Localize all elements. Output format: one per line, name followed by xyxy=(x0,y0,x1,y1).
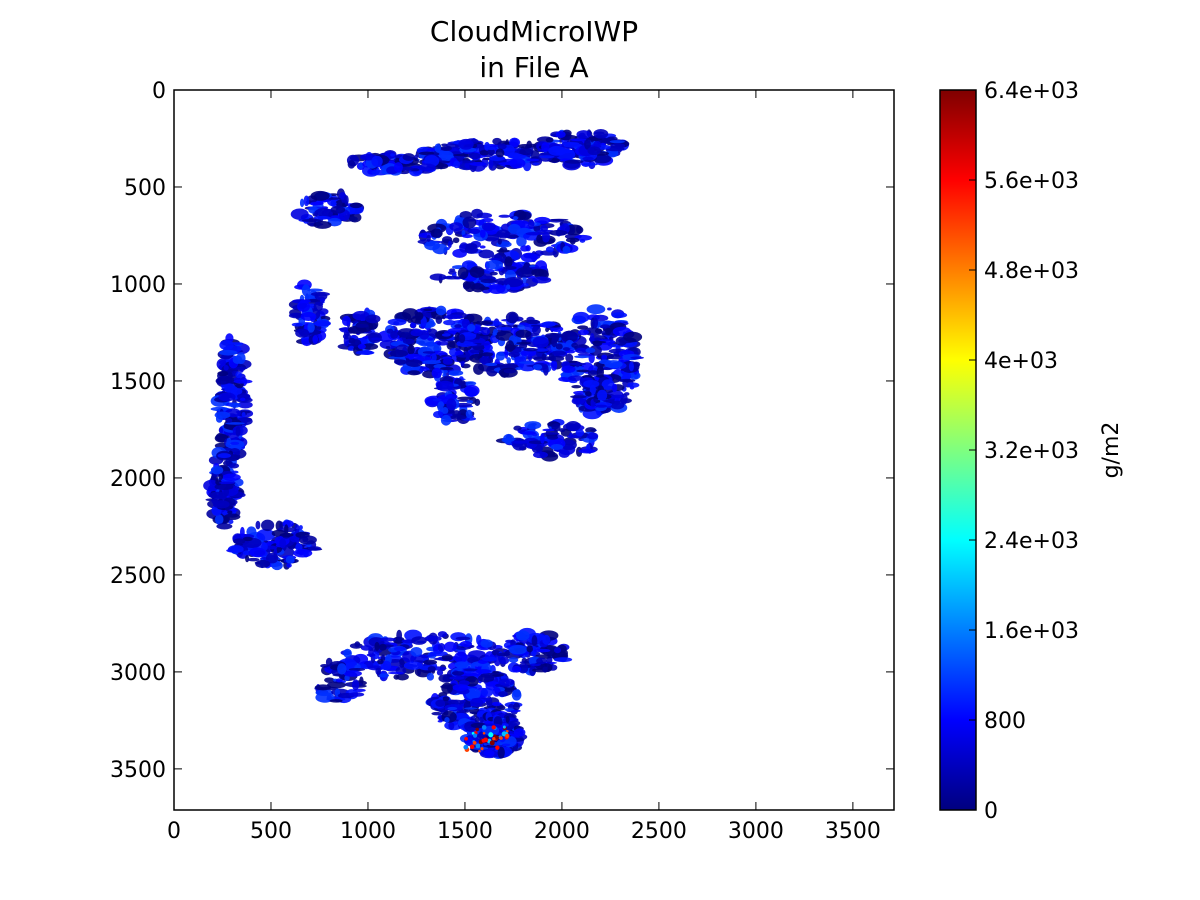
y-axis: 0 500 1000 1500 2000 2500 3000 3500 xyxy=(110,79,894,783)
colorbar-label: g/m2 xyxy=(1099,422,1124,479)
x-tick-label: 0 xyxy=(167,819,181,844)
x-tick-label: 1000 xyxy=(340,819,396,844)
y-tick-label: 500 xyxy=(124,176,166,201)
colorbar-tick-label: 800 xyxy=(984,709,1026,734)
y-tick-label: 2500 xyxy=(110,564,166,589)
colorbar-tick-label: 3.2e+03 xyxy=(984,439,1079,464)
y-tick-label: 3500 xyxy=(110,758,166,783)
x-tick-label: 2000 xyxy=(534,819,590,844)
chart-title-line-1: CloudMicroIWP xyxy=(429,15,639,48)
x-axis: 0 500 1000 1500 2000 2500 3000 3500 xyxy=(167,90,881,844)
colorbar-ticks: 0 800 1.6e+03 2.4e+03 3.2e+03 4e+03 4.8e+03 5.6… xyxy=(969,79,1079,824)
colorbar-tick-label: 2.4e+03 xyxy=(984,529,1079,554)
colorbar-tick-label: 6.4e+03 xyxy=(984,79,1079,104)
colorbar-tick-label: 5.6e+03 xyxy=(984,169,1079,194)
colorbar-tick-label: 1.6e+03 xyxy=(984,619,1079,644)
x-tick-label: 1500 xyxy=(437,819,493,844)
plot-area xyxy=(173,89,895,811)
plot-frame xyxy=(173,89,895,811)
y-tick-label: 0 xyxy=(152,79,166,104)
chart-title-line-2: in File A xyxy=(479,51,589,84)
y-tick-label: 1500 xyxy=(110,370,166,395)
colorbar-tick-label: 0 xyxy=(984,799,998,824)
y-tick-label: 3000 xyxy=(110,661,166,686)
colorbar: 0 800 1.6e+03 2.4e+03 3.2e+03 4e+03 4.8e+03 5.6… xyxy=(939,79,1124,824)
y-tick-label: 2000 xyxy=(110,467,166,492)
y-tick-label: 1000 xyxy=(110,273,166,298)
x-tick-label: 2500 xyxy=(631,819,687,844)
colorbar-tick-label: 4e+03 xyxy=(984,349,1058,374)
x-tick-label: 500 xyxy=(250,819,292,844)
x-tick-label: 3000 xyxy=(728,819,784,844)
colorbar-tick-label: 4.8e+03 xyxy=(984,259,1079,284)
cloud-field-layer xyxy=(203,129,645,760)
x-tick-label: 3500 xyxy=(825,819,881,844)
